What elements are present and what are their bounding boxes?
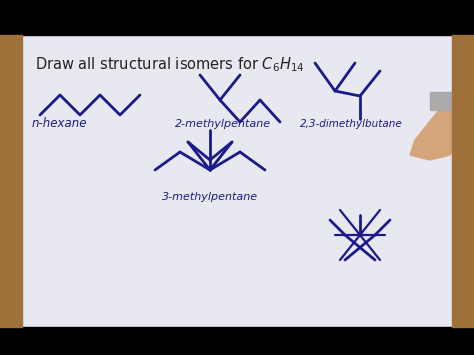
Bar [452, 35, 474, 327]
Bar [0, 35, 22, 327]
Bar [0, 327, 474, 355]
Text: Draw all structural isomers for $C_6H_{14}$: Draw all structural isomers for $C_6H_{1… [35, 55, 304, 74]
Bar [430, 92, 470, 110]
Bar [466, 94, 472, 108]
Text: 3-methylpentane: 3-methylpentane [162, 192, 258, 202]
Text: 2-methylpentane: 2-methylpentane [175, 119, 271, 129]
Text: n-hexane: n-hexane [32, 117, 88, 130]
Bar [22, 35, 452, 327]
Polygon shape [410, 85, 470, 160]
Bar [0, 0, 474, 35]
Text: 2,3-dimethylbutane: 2,3-dimethylbutane [300, 119, 403, 129]
